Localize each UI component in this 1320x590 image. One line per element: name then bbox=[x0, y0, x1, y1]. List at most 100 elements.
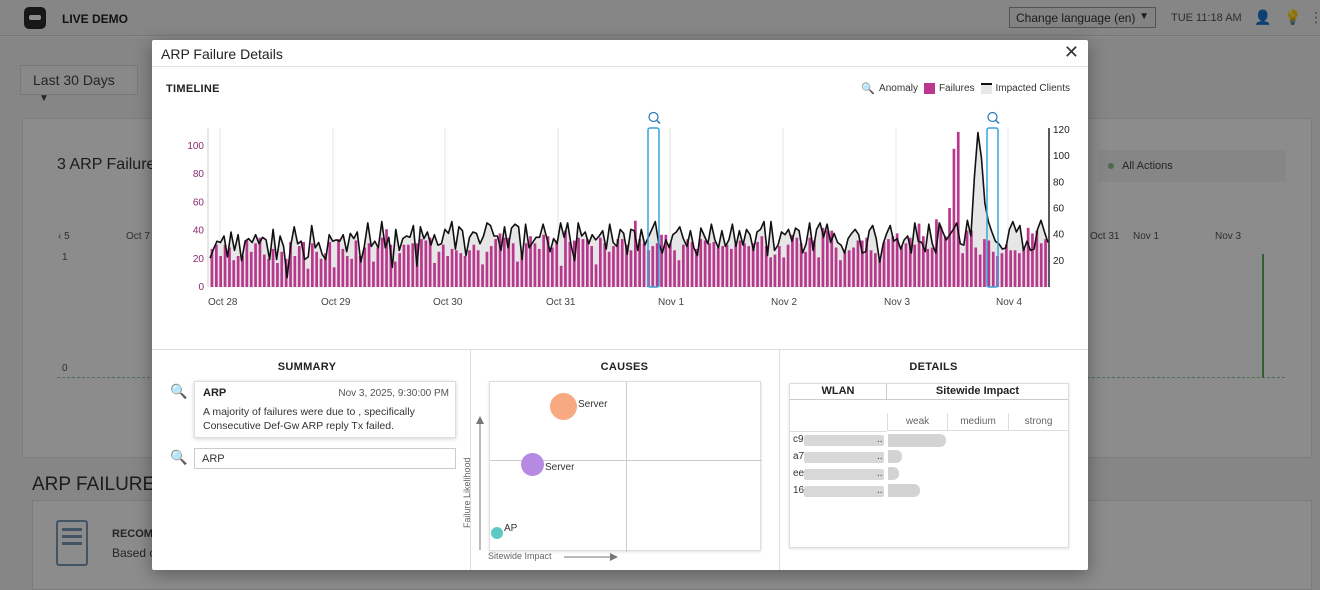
failure-bar bbox=[826, 230, 829, 287]
failure-bar bbox=[756, 241, 759, 287]
failure-bar bbox=[315, 251, 318, 288]
failure-bar bbox=[424, 240, 428, 287]
failure-bar bbox=[542, 234, 545, 287]
failure-bar bbox=[494, 239, 497, 287]
cause-bubble[interactable] bbox=[550, 393, 577, 420]
bg-axis-label: ‹ 5 bbox=[58, 231, 70, 242]
failure-bar bbox=[293, 256, 297, 287]
failure-bar bbox=[751, 243, 755, 287]
failure-bar bbox=[555, 240, 559, 287]
lightbulb-icon[interactable]: 💡 bbox=[1284, 9, 1302, 25]
failure-bar bbox=[677, 260, 681, 287]
panel-divider bbox=[470, 349, 471, 570]
x-tick-label: Oct 28 bbox=[208, 297, 238, 308]
y-right-tick-label: 20 bbox=[1053, 256, 1065, 267]
y-axis-label: Failure Likelihood bbox=[462, 457, 472, 528]
causes-title: CAUSES bbox=[600, 361, 649, 373]
x-tick-label: Nov 4 bbox=[996, 297, 1023, 308]
chevron-down-icon: ▼ bbox=[1139, 11, 1149, 22]
timeline-chart[interactable]: Oct 28 Oct 29 Oct 30 Oct 31 Nov 1 Nov 2 Nov 3 N… bbox=[152, 110, 1088, 348]
failure-bar bbox=[664, 234, 668, 287]
failure-bar bbox=[476, 250, 480, 287]
failure-bar bbox=[302, 241, 305, 287]
all-actions-legend[interactable]: All Actions bbox=[1098, 150, 1286, 182]
recommendation-title: RECOMM bbox=[112, 528, 163, 540]
failure-bar bbox=[874, 253, 877, 287]
impact-bar[interactable] bbox=[888, 450, 902, 463]
date-range-button[interactable]: Last 30 Days ▼ bbox=[20, 65, 138, 104]
failure-bar bbox=[1013, 250, 1017, 287]
failure-bar bbox=[860, 240, 864, 287]
summary-card-title: ARP bbox=[203, 387, 227, 399]
failure-bar bbox=[459, 253, 463, 287]
failure-bar bbox=[586, 239, 589, 287]
failure-bar bbox=[1009, 250, 1012, 287]
failure-bar bbox=[839, 260, 842, 287]
search-input[interactable]: ARP bbox=[194, 448, 456, 469]
y-left-tick-label: 40 bbox=[193, 226, 205, 237]
anomaly-icon[interactable]: 🔍 bbox=[170, 383, 188, 399]
failure-bar bbox=[245, 240, 249, 287]
failure-bar bbox=[607, 251, 611, 288]
panel-divider bbox=[779, 349, 780, 570]
legend-dot-icon bbox=[1108, 163, 1114, 169]
failure-bar bbox=[956, 131, 960, 287]
failure-bar bbox=[856, 240, 860, 287]
failure-bar bbox=[834, 247, 838, 287]
failure-bar bbox=[367, 243, 371, 287]
failure-bar bbox=[359, 256, 362, 287]
failure-bar bbox=[638, 239, 641, 287]
failure-bar bbox=[590, 246, 593, 287]
failure-bar bbox=[581, 239, 585, 287]
more-icon[interactable]: ⋮ bbox=[1309, 9, 1320, 25]
cause-bubble[interactable] bbox=[491, 527, 503, 539]
x-tick-label: Nov 2 bbox=[771, 297, 798, 308]
legend-impacted: Impacted Clients bbox=[995, 83, 1070, 94]
failure-bar bbox=[455, 250, 458, 287]
failure-bar bbox=[974, 247, 978, 287]
failure-bar bbox=[433, 263, 436, 287]
failure-bar bbox=[817, 257, 820, 287]
close-icon[interactable]: ✕ bbox=[1063, 42, 1079, 62]
impact-bar[interactable] bbox=[888, 484, 920, 497]
logo-icon[interactable] bbox=[24, 7, 46, 29]
failure-bar bbox=[1026, 227, 1030, 287]
language-select[interactable]: Change language (en) ▼ bbox=[1009, 7, 1156, 28]
failure-bar bbox=[703, 240, 707, 287]
failure-bar bbox=[773, 254, 777, 287]
failure-bar bbox=[398, 253, 401, 287]
failure-bar bbox=[730, 248, 733, 287]
impact-bar[interactable] bbox=[888, 434, 946, 447]
summary-card[interactable]: ARP Nov 3, 2025, 9:30:00 PM A majority o… bbox=[194, 381, 456, 438]
failure-bar bbox=[345, 256, 349, 287]
user-icon[interactable]: 👤 bbox=[1254, 9, 1272, 25]
bg-y-label: 0 bbox=[62, 363, 68, 374]
failure-bar bbox=[799, 243, 803, 287]
failure-bar bbox=[472, 244, 476, 287]
failure-bar bbox=[913, 244, 916, 287]
failure-bar bbox=[900, 246, 903, 287]
impact-bar[interactable] bbox=[888, 467, 899, 480]
cause-bubble[interactable] bbox=[521, 453, 544, 476]
failure-bar bbox=[524, 243, 528, 287]
failure-bar bbox=[420, 239, 423, 287]
failure-bar bbox=[922, 236, 925, 287]
redacted-value bbox=[804, 452, 884, 463]
wlan-row-ellipsis: .. bbox=[877, 468, 883, 479]
card-title: 3 ARP Failure bbox=[57, 156, 156, 173]
wlan-row-label: 16 bbox=[793, 485, 805, 496]
failure-bar bbox=[503, 237, 506, 287]
anomaly-highlight bbox=[986, 127, 999, 288]
causes-plot[interactable]: Server Server AP bbox=[489, 381, 762, 552]
quadrant-line bbox=[490, 460, 762, 461]
failure-bar bbox=[603, 243, 607, 287]
failure-bar bbox=[280, 251, 284, 288]
failure-bar bbox=[249, 251, 253, 288]
details-title: DETAILS bbox=[909, 361, 958, 373]
search-icon: 🔍 bbox=[170, 449, 188, 465]
failure-bar bbox=[847, 250, 851, 287]
failure-bar bbox=[1005, 244, 1008, 287]
failure-bar bbox=[939, 226, 943, 287]
failure-bar bbox=[970, 230, 973, 287]
chevron-down-icon: ▼ bbox=[39, 93, 49, 104]
